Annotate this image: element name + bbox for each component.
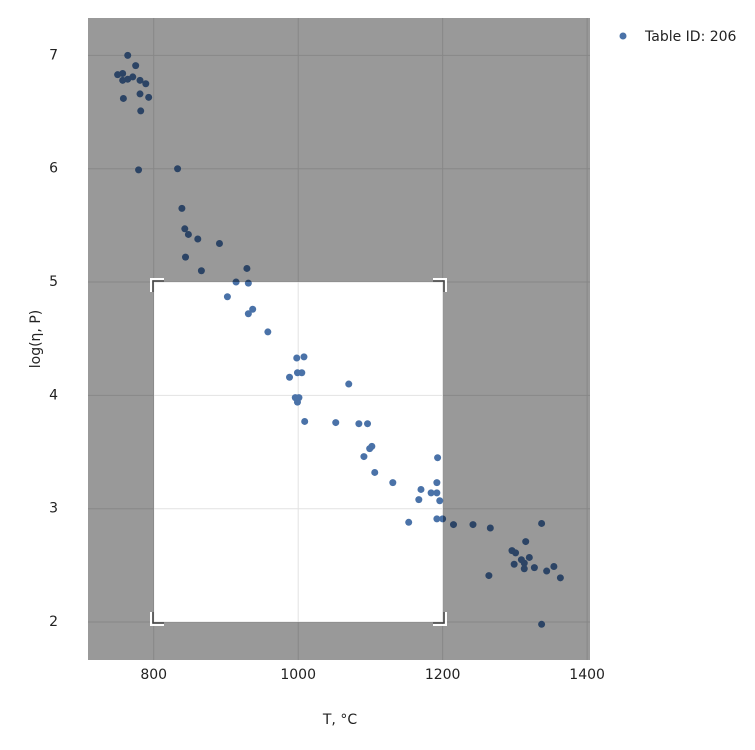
y-tick-label: 6 [49,161,58,177]
point [415,496,423,504]
point [485,572,493,580]
point [360,453,368,461]
x-tick-label: 1400 [569,667,605,683]
point [293,398,301,406]
point [197,267,205,275]
point [136,90,144,98]
point [181,225,189,233]
point [405,518,413,526]
x-axis-label: T, °C [322,712,357,728]
point [249,305,257,313]
point [194,235,202,243]
point [142,80,150,88]
y-tick-label: 4 [49,387,58,403]
x-tick-label: 1200 [425,667,461,683]
y-tick-label: 7 [49,47,58,63]
point [417,485,425,493]
point [119,94,127,102]
point [538,620,546,628]
point [136,76,144,84]
point [364,420,372,428]
point [293,354,301,362]
point [510,560,518,568]
point [243,264,251,272]
point [436,497,444,505]
point [371,468,379,476]
point [264,328,272,336]
point [433,515,441,523]
point [538,519,546,527]
point [345,380,353,388]
point [174,165,182,173]
legend-marker[interactable] [619,32,627,40]
point [433,479,441,487]
y-tick-label: 5 [49,274,58,290]
point [543,567,551,575]
selection-corners[interactable] [150,278,447,626]
point [223,293,231,301]
point [300,353,308,361]
y-tick-label: 3 [49,501,58,517]
y-tick-label: 2 [49,614,58,630]
point [145,93,153,101]
point [184,230,192,238]
legend-label[interactable]: Table ID: 206 [644,29,737,45]
plot-area[interactable] [88,18,590,660]
point [301,417,309,425]
point [135,166,143,174]
point [178,204,186,212]
point [550,563,558,571]
point [469,521,477,529]
x-tick-label: 800 [140,667,167,683]
point [434,454,442,462]
point [286,373,294,381]
point [244,279,252,287]
point [298,369,306,377]
point [486,524,494,532]
point [244,310,252,318]
point [512,549,520,557]
point [355,420,363,428]
point [433,489,441,497]
point [182,253,190,261]
point [530,564,538,572]
point [124,51,132,59]
x-tick-label: 1000 [280,667,316,683]
point [132,62,140,70]
point [525,553,533,561]
point [232,278,240,286]
point [520,565,528,573]
point [520,559,528,567]
point [119,70,127,78]
point [137,107,145,115]
point [427,489,435,497]
point [556,574,564,582]
y-axis-label: log(η, P) [28,310,44,368]
point [332,419,340,427]
point [439,515,447,523]
selection-mask [88,18,590,660]
point [366,445,374,453]
point [215,240,223,248]
point [129,73,137,81]
point [449,521,457,529]
point [389,479,397,487]
point [522,538,530,546]
